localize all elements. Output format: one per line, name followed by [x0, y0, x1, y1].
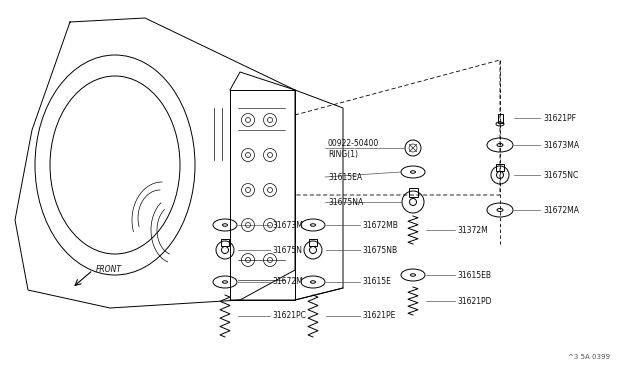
Text: 31621PE: 31621PE: [362, 311, 396, 321]
Text: RING(1): RING(1): [328, 150, 358, 158]
Text: 31672MA: 31672MA: [543, 205, 579, 215]
Text: 31621PC: 31621PC: [272, 311, 306, 321]
Text: 31615EA: 31615EA: [328, 173, 362, 182]
Text: 31675N: 31675N: [272, 246, 302, 254]
Text: 31675NB: 31675NB: [362, 246, 397, 254]
Text: 31673MA: 31673MA: [543, 141, 579, 150]
Text: 31672MB: 31672MB: [362, 221, 398, 230]
Text: 31615E: 31615E: [362, 278, 391, 286]
Text: ^3 5A 0399: ^3 5A 0399: [568, 354, 610, 360]
Text: 31675NC: 31675NC: [543, 170, 579, 180]
Text: 31673M: 31673M: [272, 221, 303, 230]
Text: 31372M: 31372M: [457, 225, 488, 234]
Text: 31615EB: 31615EB: [457, 270, 491, 279]
Text: 31621PF: 31621PF: [543, 113, 576, 122]
Text: 31675NA: 31675NA: [328, 198, 364, 206]
Text: 31672M: 31672M: [272, 278, 303, 286]
Text: 00922-50400: 00922-50400: [328, 138, 380, 148]
Text: FRONT: FRONT: [96, 266, 122, 275]
Text: 31621PD: 31621PD: [457, 296, 492, 305]
